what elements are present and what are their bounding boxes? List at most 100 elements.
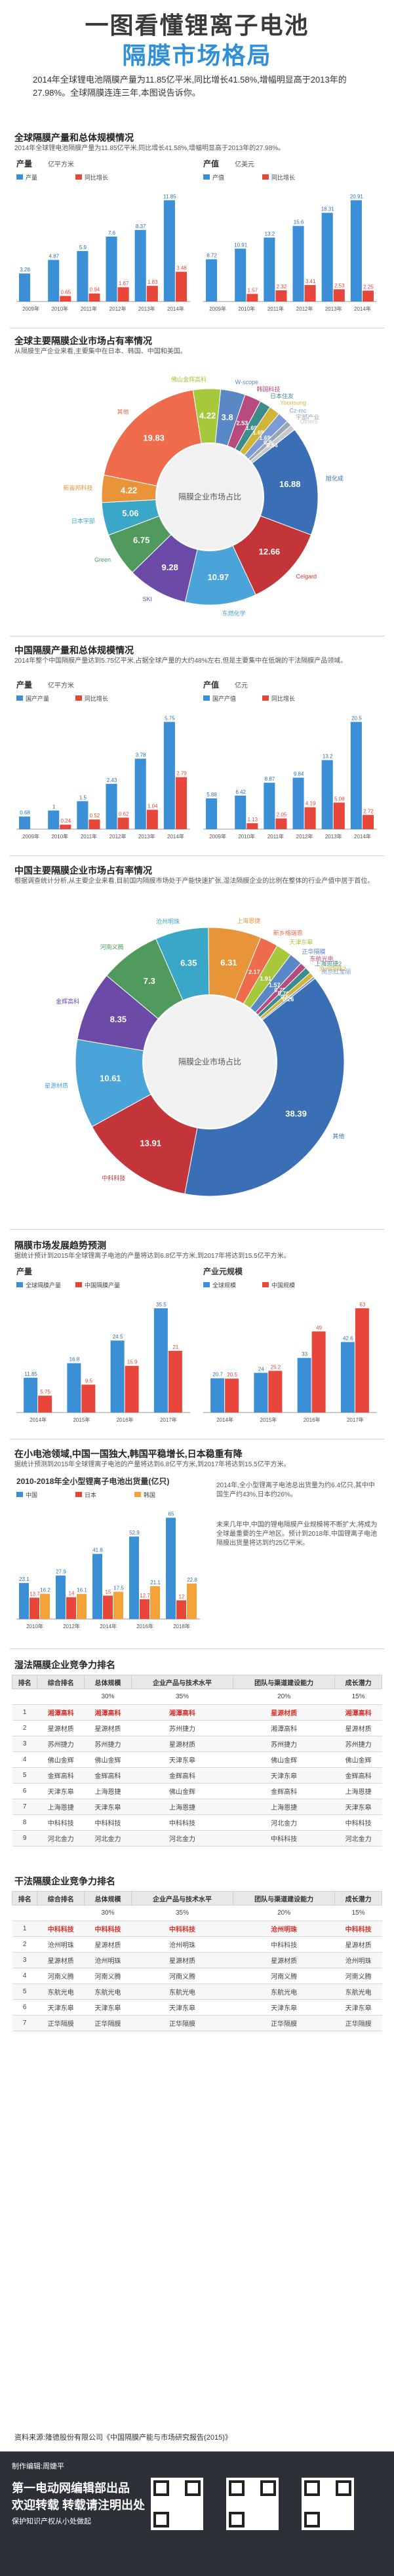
data-label: 65 — [168, 1511, 174, 1517]
slice-label: Green — [94, 556, 111, 563]
slice-label: 其他 — [332, 1132, 344, 1139]
data-label: 3.48 — [176, 265, 187, 271]
data-label: 20.5 — [227, 1372, 237, 1378]
table-cell: 7 — [12, 1799, 37, 1815]
slice-label: Yoonsung — [280, 400, 306, 406]
bar — [163, 722, 175, 829]
data-label: 16.2 — [40, 1587, 50, 1593]
data-label: 2.32 — [277, 284, 287, 290]
x-tick-label: 2011年 — [267, 305, 284, 312]
dry-ranking-table: 排名 综合排名 总体规模 企业产品与技术水平 团队与渠道建设能力 成长潜力 30% 35% 20… — [11, 1891, 382, 2031]
x-tick-label: 2014年 — [216, 1416, 233, 1423]
table-cell: 2 — [12, 1720, 37, 1736]
column-header: 综合排名 — [37, 1891, 85, 1905]
data-label: 2.72 — [363, 808, 374, 814]
table-cell: 星源材质 — [84, 1936, 132, 1953]
legend-label: 全球隔膜产量 — [26, 1281, 61, 1289]
table-cell: 正华隔膜 — [334, 2015, 382, 2031]
data-label: 21.1 — [150, 1580, 161, 1586]
trend-note: 2014年,全小型锂离子电池总出货量为约6.4亿只,其中中国生产约43%,日本约… — [216, 1482, 375, 1498]
section-sub-forecast: 据统计预计到2015年全球锂离子电池的产量将达到6.8亿平方米,到2017年将达… — [14, 1253, 290, 1260]
bar — [117, 817, 129, 829]
x-tick-label: 2014年 — [30, 1416, 47, 1423]
table-cell: 7 — [12, 2015, 37, 2031]
column-header: 排名 — [11, 1891, 38, 1905]
slice-label: 旭化成 — [326, 475, 344, 482]
bar — [246, 294, 258, 302]
section-title-dry: 干法隔膜企业竞争力排名 — [14, 1876, 115, 1886]
data-label: 8.37 — [136, 224, 146, 229]
bar — [210, 1378, 225, 1413]
x-tick-label: 2013年 — [325, 305, 342, 312]
weight-cell — [12, 1905, 37, 1921]
bar — [297, 1357, 311, 1413]
data-label: 15.6 — [294, 220, 304, 225]
bar — [103, 1595, 113, 1619]
table-cell: 金辉高科 — [37, 1767, 85, 1784]
bar — [321, 212, 333, 302]
data-label: 1.67 — [119, 281, 129, 286]
chart-title: 产值 — [203, 680, 219, 690]
x-tick-label: 2012年 — [109, 833, 127, 840]
section-sub-global: 2014年全球锂电池隔膜产量为11.85亿平米,同比增长41.58%,增幅明显高… — [14, 145, 285, 152]
section-sub-china-share: 根据调查统计分析,从主要企业来看,目前国内隔膜市场处于产能快速扩张,湿法隔膜企业… — [14, 878, 374, 885]
wet-ranking-table: 排名 综合排名 总体规模 企业产品与技术水平 团队与渠道建设能力 成长潜力 30% 35% 20… — [11, 1675, 382, 1846]
data-label: 13.91 — [140, 1138, 161, 1148]
bar — [40, 1593, 50, 1619]
data-label: 16.8 — [69, 1357, 80, 1363]
data-label: 23.1 — [19, 1576, 30, 1582]
bar — [292, 225, 304, 302]
data-label: 2.25 — [363, 284, 374, 290]
bar — [89, 819, 100, 829]
data-label: 6.75 — [133, 536, 149, 545]
data-label: 3.41 — [305, 279, 316, 284]
weight-cell: 20% — [233, 1688, 335, 1705]
table-cell: 中科科技 — [37, 1921, 85, 1937]
column-header: 排名 — [11, 1675, 38, 1689]
table-cell: 湘潭高科 — [233, 1720, 335, 1736]
y-axis-label: 亿平方米 — [48, 160, 74, 168]
data-label: 15 — [106, 1589, 111, 1595]
section-title-trend: 在小电池领域,中国一国独大,韩国平稳增长,日本稳重有降 — [14, 1449, 243, 1459]
x-tick-label: 2016年 — [136, 1623, 153, 1630]
table-cell: 5 — [12, 1767, 37, 1784]
legend-label: 日本 — [85, 1491, 96, 1498]
section-title-china: 中国隔膜产量和总体规模情况 — [14, 645, 134, 655]
table-row: 9 河北金力 河北金力 河北金力 中科科技 河北金力 — [12, 1830, 382, 1846]
data-label: 10.91 — [234, 242, 248, 248]
table-cell: 中科科技 — [84, 1814, 132, 1831]
table-cell: 河北金力 — [84, 1830, 132, 1846]
table-row: 6 天津东皋 上海恩捷 佛山金辉 金辉高科 上海恩捷 — [12, 1783, 382, 1799]
bar — [340, 1342, 355, 1413]
table-cell: 天津东皋 — [334, 1999, 382, 2016]
column-header: 企业产品与技术水平 — [130, 1675, 234, 1689]
table-cell: 正华隔膜 — [37, 2015, 85, 2031]
table-cell: 苏州捷力 — [84, 1736, 132, 1752]
table-row: 5 金辉高科 金辉高科 金辉高科 天津东皋 金辉高科 — [12, 1767, 382, 1784]
table-cell: 金辉高科 — [334, 1767, 382, 1784]
table-cell: 河南义腾 — [84, 1968, 132, 1984]
legend-label: 全球规模 — [212, 1281, 236, 1289]
data-label: 0.84 — [266, 442, 278, 449]
page-title: 一图看懂锂离子电池 — [85, 12, 309, 39]
bar — [117, 287, 129, 302]
data-label: 20.7 — [212, 1372, 223, 1378]
table-cell: 天津东皋 — [233, 1999, 335, 2016]
legend-label: 国产产量 — [26, 695, 49, 702]
data-label: 3.28 — [20, 267, 30, 273]
bar — [77, 1593, 87, 1619]
table-cell: 河南义腾 — [233, 1968, 335, 1984]
x-tick-label: 2012年 — [296, 833, 313, 840]
data-label: 1.5 — [79, 794, 87, 800]
table-cell: 星源材质 — [37, 1952, 85, 1968]
table-cell: 中科科技 — [334, 1814, 382, 1831]
bar — [362, 815, 374, 829]
table-row: 3 苏州捷力 苏州捷力 星源材质 苏州捷力 苏州捷力 — [12, 1736, 382, 1752]
table-cell: 苏州捷力 — [131, 1720, 233, 1736]
table-cell: 天津东皋 — [84, 1999, 132, 2016]
data-label: 2.79 — [176, 771, 187, 777]
